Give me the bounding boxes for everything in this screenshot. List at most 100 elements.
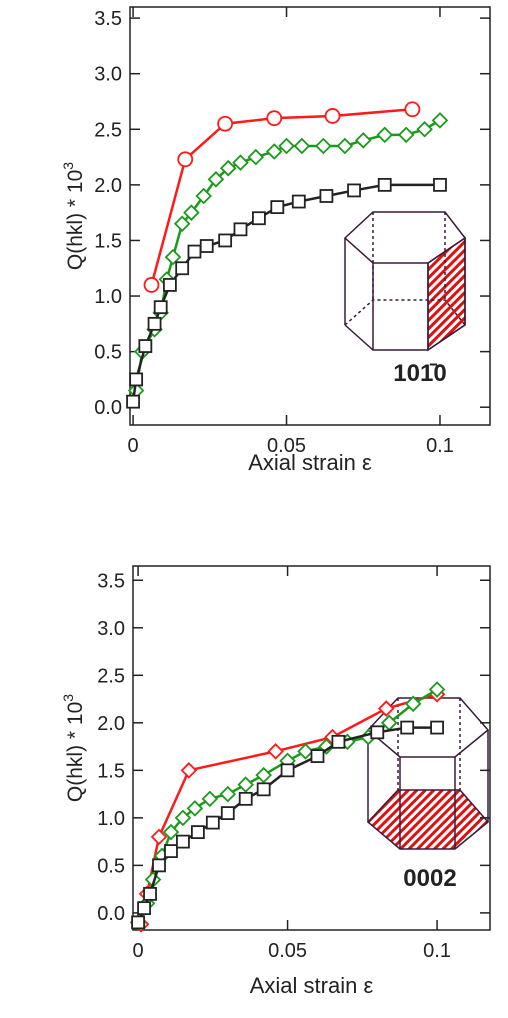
marker [217,115,234,132]
marker [238,791,253,806]
marker [174,809,192,827]
x-tick-label: 0.1 [423,940,451,962]
marker [233,222,248,237]
marker [324,108,341,124]
marker [319,189,334,203]
marker [129,372,144,387]
marker [336,137,354,155]
y-tick-label: 1.0 [94,286,122,308]
x-tick-label: 0.05 [267,435,306,457]
marker [190,825,205,840]
y-axis-label-text: Q(hkl) * 10 [64,702,87,802]
marker [267,743,284,760]
y-tick-label: 1.5 [97,760,125,782]
marker [266,110,283,127]
marker [143,886,157,901]
marker [177,151,194,168]
x-axis-label: Axial strain ε [250,973,374,998]
marker [164,248,182,266]
marker [347,183,361,198]
marker [310,749,325,763]
marker [278,137,295,155]
inset-prism-1010 [343,211,467,352]
marker [219,159,237,177]
marker [195,187,212,205]
marker [280,763,295,778]
annotation: 0002 [403,865,456,892]
y-tick-label: 0.0 [94,397,122,419]
marker [219,785,237,803]
marker [180,762,198,779]
x-axis-label: Axial strain ε [248,450,372,475]
marker [431,112,449,129]
marker [126,394,140,409]
marker [404,101,421,118]
plot-frame [132,565,491,931]
marker [205,815,220,830]
marker [430,720,444,735]
marker [187,244,202,259]
y-tick-label: 2.0 [97,713,125,735]
marker [232,154,249,171]
marker [255,766,272,784]
marker [164,844,178,859]
x-tick-label: 0.1 [426,435,454,457]
marker [153,300,168,315]
marker [315,137,332,155]
marker [397,126,415,144]
marker [293,137,311,155]
y-tick-label: 2.5 [94,119,122,141]
marker [433,177,447,192]
marker [137,901,151,916]
marker [147,316,162,331]
marker [162,278,177,292]
marker [247,148,265,166]
marker [131,915,145,930]
y-axis-label-exponent: 3 [60,162,76,170]
marker [175,261,190,276]
marker [186,800,204,817]
inset-prism-0002 [366,697,490,850]
annotation: 101̄0 [393,360,446,387]
marker [173,215,191,233]
marker [400,720,415,735]
marker [428,681,446,698]
y-tick-label: 1.5 [94,230,122,252]
y-tick-label: 2.0 [94,175,122,197]
marker [237,776,254,793]
y-axis-label: Q(hkl) * 103 [60,694,87,802]
marker [176,834,190,849]
marker [138,339,153,353]
marker [354,132,372,149]
y-tick-label: 3.5 [97,570,125,592]
y-axis-label-text: Q(hkl) * 10 [64,170,87,270]
marker [404,695,422,713]
y-tick-label: 0.5 [94,342,122,364]
marker [377,700,395,717]
marker [218,233,233,248]
marker [183,204,200,221]
marker [143,277,160,293]
marker [331,734,346,749]
x-tick-label: 0.05 [268,940,307,962]
series-line [139,693,438,925]
y-axis-label: Q(hkl) * 103 [60,162,87,270]
y-tick-label: 0.0 [97,903,125,925]
marker [291,194,306,209]
marker [297,743,314,760]
marker [377,177,392,192]
marker [220,806,235,821]
marker [370,725,385,740]
marker [152,858,166,873]
marker [376,126,394,144]
y-tick-label: 1.0 [97,808,125,830]
marker [207,171,225,188]
x-tick-label: 0 [128,435,139,457]
marker [265,143,283,160]
marker [162,823,180,841]
y-axis-label-exponent: 3 [60,694,76,702]
y-tick-label: 0.5 [97,855,125,877]
y-tick-label: 3.0 [97,618,125,640]
marker [270,200,285,215]
